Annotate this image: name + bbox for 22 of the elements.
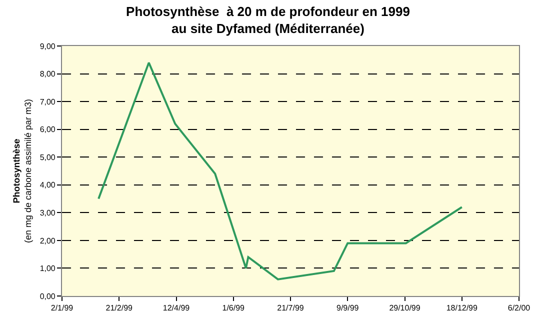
chart-title: Photosynthèse à 20 m de profondeur en 1999 au site Dyfamed (Méditerranée) bbox=[126, 4, 410, 36]
y-tick-label: 0,00 bbox=[40, 292, 56, 301]
x-tick-label: 21/7/99 bbox=[277, 304, 304, 313]
y-tick-label: 8,00 bbox=[40, 70, 56, 79]
x-tick-label: 6/2/00 bbox=[508, 304, 531, 313]
x-tick-label: 29/10/99 bbox=[389, 304, 421, 313]
x-tick-label: 18/12/99 bbox=[446, 304, 478, 313]
y-tick-label: 7,00 bbox=[40, 97, 56, 106]
y-tick-label: 1,00 bbox=[40, 264, 56, 274]
y-tick-label: 3,00 bbox=[40, 208, 56, 218]
x-tick-label: 12/4/99 bbox=[162, 304, 190, 313]
y-tick-label: 2,00 bbox=[40, 236, 56, 246]
x-tick-label: 9/9/99 bbox=[336, 304, 360, 313]
y-tick-label: 6,00 bbox=[40, 125, 56, 134]
y-tick-label: 9,00 bbox=[40, 42, 56, 51]
x-tick-label: 1/6/99 bbox=[222, 304, 246, 313]
y-tick-label: 4,00 bbox=[40, 180, 56, 190]
y-axis-title: Photosynthèse (en mg de carbone assimilé par m3) bbox=[11, 98, 34, 244]
x-tick-label: 21/2/99 bbox=[106, 304, 134, 313]
y-tick-label: 5,00 bbox=[40, 152, 56, 162]
x-tick-label: 2/1/99 bbox=[50, 304, 74, 313]
line-series bbox=[98, 62, 463, 280]
